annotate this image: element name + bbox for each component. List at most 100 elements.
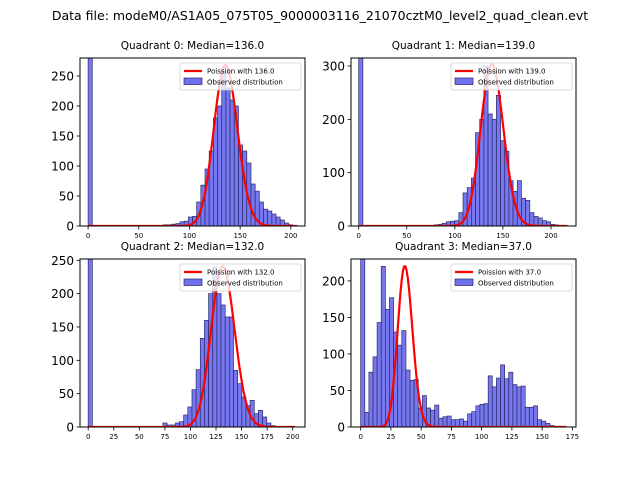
subplot-title: Quadrant 0: Median=136.0: [121, 40, 264, 52]
x-tick-label: 150: [535, 433, 548, 441]
legend-label-observed: Observed distribution: [478, 280, 554, 288]
x-tick-label: 50: [134, 232, 143, 240]
y-tick-label: 200: [51, 287, 74, 301]
histogram-bar: [216, 293, 222, 427]
histogram-bar: [385, 309, 390, 427]
y-tick-label: 0: [337, 421, 345, 435]
histogram-bar: [533, 405, 538, 427]
axes-frame: [79, 258, 306, 428]
legend: Poission with 136.0 Observed distribution: [179, 62, 302, 91]
legend-label-poisson: Poission with 136.0: [207, 68, 275, 76]
legend-label-observed: Observed distribution: [478, 79, 554, 87]
histogram-bar: [376, 322, 382, 427]
histogram-bar: [438, 417, 444, 427]
histogram-bar: [275, 216, 281, 226]
legend-label-poisson: Poission with 37.0: [478, 269, 541, 277]
x-tick-label: 150: [235, 433, 248, 441]
y-tick-label: 150: [322, 311, 345, 325]
subplot-quadrant-2: 0 25 50 75 100 125 150 175 200 0 50 100 150 200 250 Qua…: [51, 241, 306, 441]
histogram-bar: [250, 183, 256, 226]
histogram-bar: [229, 316, 234, 427]
histogram-bar: [475, 405, 481, 427]
y-tick-label: 150: [51, 321, 74, 335]
histogram-bar: [271, 213, 277, 226]
x-tick-label: 175: [260, 433, 273, 441]
x-tick-label: 200: [284, 232, 297, 240]
legend-bar-swatch: [183, 278, 203, 286]
x-tick-label: 25: [386, 433, 395, 441]
y-tick-label: 50: [59, 190, 74, 204]
y-tick-label: 0: [66, 220, 74, 234]
histogram-bar: [221, 69, 227, 226]
histogram-bar: [267, 210, 273, 226]
x-tick-label: 175: [566, 433, 579, 441]
subplot-quadrant-1: 0 50 100 150 200 0 100 200 300 Quadrant 1: Median…: [322, 40, 577, 240]
legend-box: [179, 62, 302, 91]
axes-frame: [79, 57, 306, 227]
legend: Poission with 37.0 Observed distribution: [450, 263, 573, 292]
histogram-bar: [545, 422, 551, 427]
x-tick-label: 50: [402, 232, 411, 240]
x-tick-label: 50: [417, 433, 426, 441]
histogram-bar: [397, 344, 403, 427]
histogram-bar: [500, 364, 505, 427]
x-tick-label: 25: [109, 433, 118, 441]
histogram-bar: [266, 422, 272, 427]
legend-label-poisson: Poission with 139.0: [478, 68, 546, 76]
subplot-quadrant-3: 0 25 50 75 100 125 150 175 0 50 100 150 200 Quadrant …: [322, 241, 579, 441]
x-tick-label: 150: [233, 232, 246, 240]
histogram-bar: [528, 406, 534, 427]
y-tick-label: 250: [51, 70, 74, 84]
histogram-bar: [512, 384, 518, 427]
x-tick-label: 125: [505, 433, 518, 441]
legend: Poission with 139.0 Observed distribution: [450, 62, 573, 91]
histogram-bar: [372, 356, 378, 427]
y-tick-label: 100: [322, 347, 345, 361]
x-tick-label: 150: [496, 232, 509, 240]
histogram-bar: [508, 371, 514, 427]
x-tick-label: 75: [160, 433, 169, 441]
histogram-bar: [409, 379, 415, 427]
y-tick-label: 0: [66, 421, 74, 435]
y-tick-label: 200: [51, 100, 74, 114]
poisson-line: [87, 64, 297, 226]
histogram-bar: [225, 87, 231, 226]
x-tick-label: 0: [356, 232, 360, 240]
x-tick-label: 100: [183, 232, 196, 240]
legend-bar-swatch: [454, 77, 474, 85]
histogram-bar: [533, 216, 539, 226]
y-tick-label: 50: [59, 387, 74, 401]
legend-box: [179, 263, 302, 292]
histogram-bar: [529, 212, 535, 226]
histogram-bar: [224, 316, 230, 427]
legend: Poission with 132.0 Observed distribution: [179, 263, 302, 292]
x-tick-label: 125: [209, 433, 222, 441]
histogram-bar: [491, 118, 497, 226]
x-tick-label: 200: [286, 433, 299, 441]
histogram-bar: [87, 58, 93, 226]
histogram-bar: [262, 416, 268, 427]
histogram-bar: [430, 409, 436, 427]
histogram-bar: [483, 403, 489, 427]
legend-bar-swatch: [183, 77, 203, 85]
legend-label-observed: Observed distribution: [207, 280, 283, 288]
histogram-bar: [479, 404, 485, 427]
histogram-bar: [520, 385, 526, 427]
histogram-bar: [229, 99, 235, 226]
axes-frame: [350, 258, 577, 428]
poisson-line: [88, 265, 295, 427]
plot-area: [360, 259, 567, 427]
histogram-bar: [446, 415, 452, 427]
histogram-bar: [195, 369, 201, 427]
histogram-bar: [467, 413, 473, 427]
y-tick-label: 200: [322, 274, 345, 288]
y-tick-label: 300: [322, 60, 345, 74]
x-tick-label: 100: [475, 433, 488, 441]
histogram-bar: [504, 378, 510, 427]
histogram-bar: [487, 113, 493, 226]
histogram-bar: [217, 105, 223, 226]
subplot-title: Quadrant 3: Median=37.0: [395, 241, 532, 253]
legend-box: [450, 62, 573, 91]
histogram-bar: [405, 369, 411, 427]
y-tick-label: 50: [330, 384, 345, 398]
